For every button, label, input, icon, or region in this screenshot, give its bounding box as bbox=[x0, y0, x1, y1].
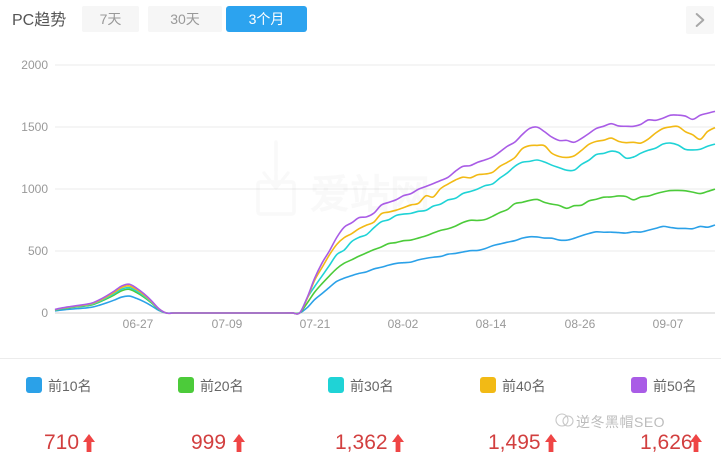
svg-text:08-14: 08-14 bbox=[476, 317, 507, 331]
svg-text:08-02: 08-02 bbox=[388, 317, 419, 331]
svg-text:06-27: 06-27 bbox=[123, 317, 154, 331]
svg-text:08-26: 08-26 bbox=[565, 317, 596, 331]
svg-text:09-07: 09-07 bbox=[653, 317, 684, 331]
svg-text:07-21: 07-21 bbox=[300, 317, 331, 331]
svg-text:1000: 1000 bbox=[21, 182, 48, 196]
svg-text:1500: 1500 bbox=[21, 120, 48, 134]
svg-text:爱站网: 爱站网 bbox=[310, 173, 430, 217]
svg-text:2000: 2000 bbox=[21, 58, 48, 72]
svg-text:07-09: 07-09 bbox=[212, 317, 243, 331]
svg-text:500: 500 bbox=[28, 244, 48, 258]
svg-text:0: 0 bbox=[41, 306, 48, 320]
